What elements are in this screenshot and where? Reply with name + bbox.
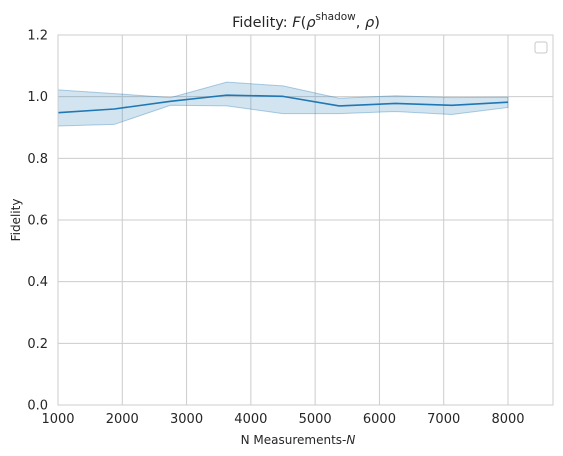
x-tick-label: 5000 [299, 412, 332, 427]
y-tick-label: 0.0 [27, 399, 48, 414]
y-tick-label: 0.6 [27, 214, 48, 229]
title-open: ( [301, 15, 307, 31]
x-tick-label: 3000 [170, 412, 203, 427]
confidence-band [57, 81, 509, 127]
y-tick-label: 1.0 [27, 90, 48, 105]
x-tick-label: 6000 [363, 412, 396, 427]
title-separator: , [356, 15, 365, 31]
x-tick-labels: 1000 2000 3000 4000 5000 6000 7000 8000 [41, 412, 524, 427]
x-tick-label: 1000 [41, 412, 74, 427]
y-tick-label: 0.8 [27, 152, 48, 167]
chart-title: Fidelity: F(ρshadow, ρ) [232, 11, 380, 31]
title-prefix: Fidelity: [232, 15, 292, 31]
x-axis-label-text: N Measurements- [241, 433, 347, 447]
title-close: ) [374, 15, 380, 31]
title-rho-shadow: ρ [306, 15, 316, 31]
y-tick-label: 0.2 [27, 337, 48, 352]
x-tick-label: 2000 [106, 412, 139, 427]
legend-box [534, 41, 548, 54]
y-tick-labels: 0.0 0.2 0.4 0.6 0.8 1.0 1.2 [27, 29, 48, 414]
y-tick-label: 1.2 [27, 29, 48, 44]
x-tick-label: 4000 [234, 412, 267, 427]
x-axis-label: N Measurements-N [241, 433, 356, 447]
title-superscript: shadow [316, 11, 357, 23]
x-axis-label-var: N [346, 433, 355, 447]
axes-frame [57, 34, 554, 406]
title-func: F [292, 15, 301, 31]
title-rho: ρ [365, 15, 375, 31]
x-tick-label: 8000 [491, 412, 524, 427]
y-axis-label: Fidelity [9, 199, 23, 242]
x-tick-label: 7000 [427, 412, 460, 427]
series-line-mean-fidelity [57, 94, 509, 114]
y-tick-label: 0.4 [27, 275, 48, 290]
